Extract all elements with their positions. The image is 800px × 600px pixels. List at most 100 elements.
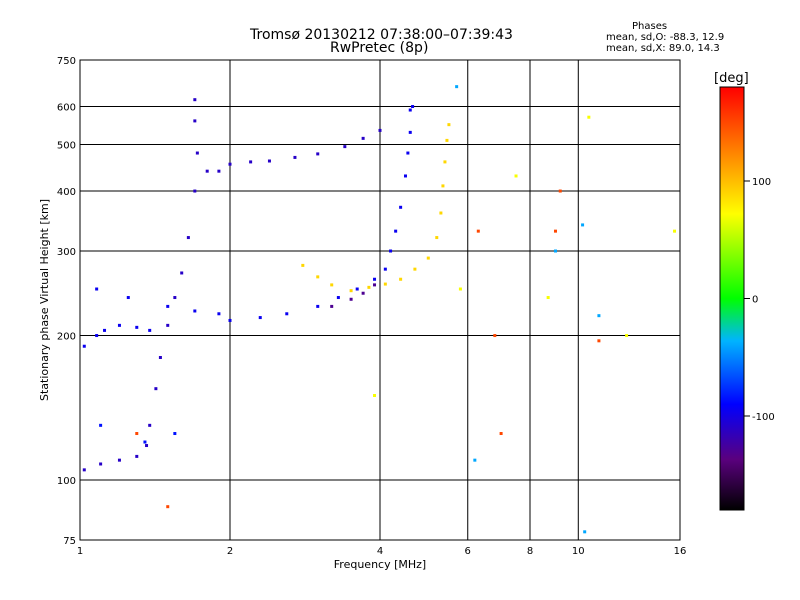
data-point	[455, 85, 459, 89]
data-point	[180, 271, 184, 275]
data-point	[249, 160, 253, 164]
data-point	[426, 256, 430, 260]
data-point	[476, 229, 480, 233]
data-point	[143, 440, 147, 444]
data-point	[99, 423, 103, 427]
data-point	[413, 267, 417, 271]
x-tick-label: 1	[77, 546, 83, 557]
phase-stat-o: mean, sd,O: -88.3, 12.9	[606, 32, 725, 43]
data-point	[293, 155, 297, 159]
data-point	[558, 189, 562, 193]
data-points	[82, 85, 677, 534]
data-point	[99, 462, 103, 466]
data-point	[166, 505, 170, 509]
data-point	[95, 334, 99, 338]
y-tick-label: 500	[57, 141, 76, 152]
data-point	[95, 287, 99, 291]
data-point	[587, 115, 591, 119]
data-point	[493, 334, 497, 338]
data-point	[445, 138, 449, 142]
x-tick-label: 10	[572, 546, 585, 557]
data-point	[443, 160, 447, 164]
x-tick-label: 8	[527, 546, 533, 557]
data-point	[330, 283, 334, 287]
colorbar-tick-label: 100	[752, 177, 771, 188]
data-point	[546, 296, 550, 300]
y-tick-label: 75	[63, 536, 76, 547]
data-point	[458, 287, 462, 291]
data-point	[473, 458, 477, 462]
data-point	[205, 169, 209, 173]
data-point	[82, 468, 86, 472]
data-point	[394, 229, 398, 233]
data-point	[285, 312, 289, 316]
phase-header: Phases	[632, 21, 668, 32]
data-point	[583, 530, 587, 534]
y-tick-label: 300	[57, 247, 76, 258]
data-point	[228, 162, 232, 166]
data-point	[514, 174, 518, 178]
data-point	[367, 285, 371, 289]
data-point	[581, 223, 585, 227]
x-axis-label: Frequency [MHz]	[334, 558, 426, 571]
data-point	[597, 339, 601, 343]
data-point	[399, 277, 403, 281]
data-point	[343, 145, 347, 149]
data-point	[373, 277, 377, 281]
data-point	[625, 334, 629, 338]
data-point	[373, 283, 377, 287]
data-point	[435, 236, 439, 240]
data-point	[383, 267, 387, 271]
data-point	[406, 151, 410, 155]
data-point	[135, 325, 139, 329]
data-point	[673, 229, 677, 233]
data-point	[355, 287, 359, 291]
data-point	[361, 291, 365, 295]
data-point	[373, 394, 377, 398]
chart-subtitle: RwPretec (8p)	[330, 40, 429, 56]
data-point	[217, 169, 221, 173]
data-point	[82, 344, 86, 348]
data-point	[166, 304, 170, 308]
data-point	[228, 318, 232, 322]
data-point	[597, 314, 601, 318]
data-point	[336, 296, 340, 300]
data-point	[145, 444, 149, 448]
data-point	[403, 174, 407, 178]
data-point	[349, 289, 353, 293]
data-point	[439, 211, 443, 215]
data-point	[553, 249, 557, 253]
data-point	[408, 108, 412, 112]
data-point	[301, 263, 305, 267]
data-point	[193, 98, 197, 102]
axis-ticks: 1 2 4 6 8 10 16 75 100 200 300 400 500 600 750	[57, 56, 686, 557]
data-point	[117, 323, 121, 327]
data-point	[316, 275, 320, 279]
data-point	[193, 119, 197, 123]
data-point	[173, 296, 177, 300]
data-point	[186, 236, 190, 240]
data-point	[173, 432, 177, 436]
data-point	[148, 423, 152, 427]
data-point	[408, 130, 412, 134]
y-tick-label: 400	[57, 187, 76, 198]
data-point	[361, 136, 365, 140]
x-tick-label: 4	[377, 546, 383, 557]
data-point	[126, 296, 130, 300]
x-tick-label: 2	[227, 546, 233, 557]
data-point	[553, 229, 557, 233]
data-point	[316, 304, 320, 308]
data-point	[117, 458, 121, 462]
data-point	[148, 328, 152, 332]
data-point	[154, 387, 158, 391]
data-point	[330, 304, 334, 308]
data-point	[158, 355, 162, 359]
data-point	[399, 205, 403, 209]
data-point	[193, 309, 197, 313]
data-point	[267, 159, 271, 163]
data-point	[135, 432, 139, 436]
data-point	[411, 105, 415, 109]
data-point	[258, 316, 262, 320]
y-tick-label: 750	[57, 56, 76, 67]
